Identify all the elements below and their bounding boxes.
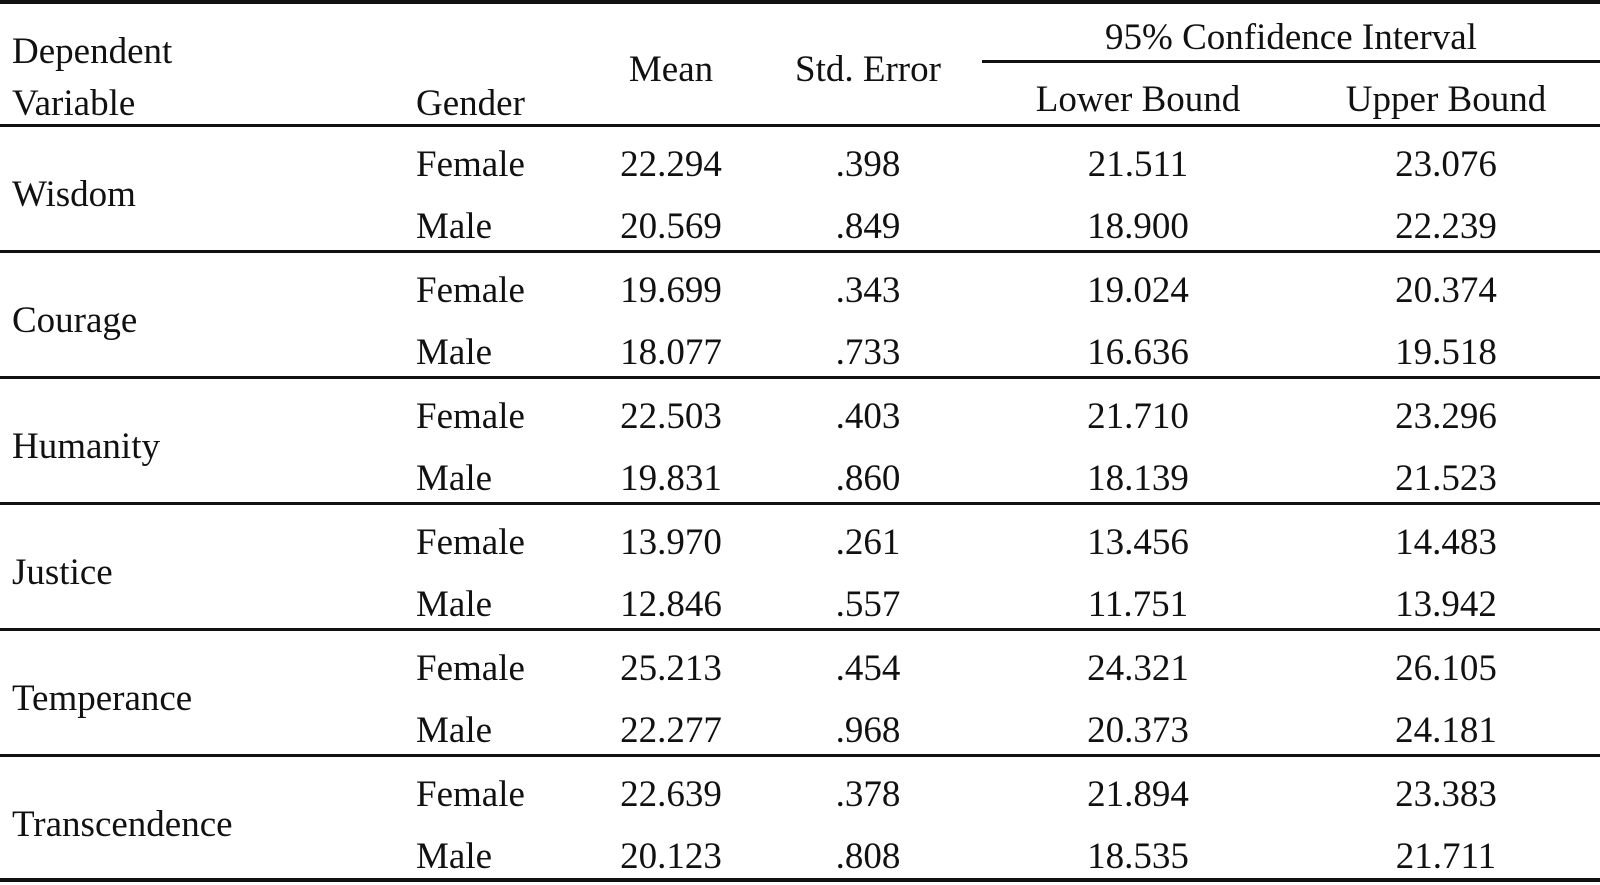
upper-bound-cell: 24.181: [1395, 710, 1497, 751]
mean-cell: 19.831: [620, 458, 722, 499]
gender-cell: Male: [416, 710, 493, 751]
std-error-cell: .849: [835, 206, 901, 247]
gender-cell: Male: [416, 458, 493, 499]
header-confidence-interval: 95% Confidence Interval: [1105, 17, 1477, 58]
lower-bound-cell: 18.900: [1087, 206, 1189, 247]
confidence-interval-rule: [982, 60, 1600, 63]
std-error-cell: .808: [835, 836, 901, 877]
std-error-cell: .860: [835, 458, 901, 499]
header-upper-bound: Upper Bound: [1345, 79, 1547, 120]
gender-cell: Female: [416, 396, 525, 437]
gender-cell: Male: [416, 206, 493, 247]
group-divider-rule: [0, 628, 1600, 631]
dependent-variable-name: Justice: [12, 552, 113, 593]
header-std-error: Std. Error: [795, 49, 941, 90]
dependent-variable-name: Courage: [12, 300, 138, 341]
mean-cell: 20.123: [620, 836, 722, 877]
upper-bound-cell: 13.942: [1395, 584, 1497, 625]
table-header-rule: [0, 124, 1600, 127]
lower-bound-cell: 16.636: [1087, 332, 1189, 373]
dependent-variable-name: Wisdom: [12, 174, 136, 215]
lower-bound-cell: 18.139: [1087, 458, 1189, 499]
upper-bound-cell: 23.383: [1395, 774, 1497, 815]
upper-bound-cell: 20.374: [1395, 270, 1497, 311]
mean-cell: 22.294: [620, 144, 722, 185]
lower-bound-cell: 20.373: [1087, 710, 1189, 751]
header-lower-bound: Lower Bound: [1035, 79, 1241, 120]
header-dependent-variable-line1: Dependent: [12, 31, 173, 72]
upper-bound-cell: 19.518: [1395, 332, 1497, 373]
gender-cell: Female: [416, 522, 525, 563]
upper-bound-cell: 22.239: [1395, 206, 1497, 247]
dependent-variable-name: Temperance: [12, 678, 193, 719]
dependent-variable-name: Transcendence: [12, 804, 233, 845]
std-error-cell: .403: [835, 396, 901, 437]
gender-cell: Male: [416, 584, 493, 625]
gender-cell: Female: [416, 648, 525, 689]
upper-bound-cell: 23.296: [1395, 396, 1497, 437]
upper-bound-cell: 21.523: [1395, 458, 1497, 499]
lower-bound-cell: 11.751: [1087, 584, 1189, 625]
std-error-cell: .454: [835, 648, 901, 689]
upper-bound-cell: 14.483: [1395, 522, 1497, 563]
header-gender: Gender: [416, 83, 525, 124]
std-error-cell: .378: [835, 774, 901, 815]
std-error-cell: .343: [835, 270, 901, 311]
std-error-cell: .261: [835, 522, 901, 563]
mean-cell: 22.503: [620, 396, 722, 437]
std-error-cell: .557: [835, 584, 901, 625]
gender-cell: Female: [416, 774, 525, 815]
std-error-cell: .398: [835, 144, 901, 185]
mean-cell: 20.569: [620, 206, 722, 247]
upper-bound-cell: 23.076: [1395, 144, 1497, 185]
table-top-rule: [0, 0, 1600, 4]
mean-cell: 22.639: [620, 774, 722, 815]
gender-cell: Male: [416, 836, 493, 877]
lower-bound-cell: 18.535: [1087, 836, 1189, 877]
mean-cell: 12.846: [620, 584, 722, 625]
table-bottom-rule: [0, 878, 1600, 882]
header-dependent-variable-line2: Variable: [12, 83, 136, 124]
std-error-cell: .968: [835, 710, 901, 751]
header-mean: Mean: [628, 49, 714, 90]
group-divider-rule: [0, 754, 1600, 757]
mean-cell: 19.699: [620, 270, 722, 311]
std-error-cell: .733: [835, 332, 901, 373]
dependent-variable-name: Humanity: [12, 426, 160, 467]
lower-bound-cell: 19.024: [1087, 270, 1189, 311]
gender-cell: Male: [416, 332, 493, 373]
mean-cell: 13.970: [620, 522, 722, 563]
lower-bound-cell: 21.710: [1087, 396, 1189, 437]
upper-bound-cell: 21.711: [1395, 836, 1497, 877]
upper-bound-cell: 26.105: [1395, 648, 1497, 689]
gender-cell: Female: [416, 144, 525, 185]
mean-cell: 22.277: [620, 710, 722, 751]
lower-bound-cell: 21.511: [1087, 144, 1189, 185]
lower-bound-cell: 21.894: [1087, 774, 1189, 815]
mean-cell: 18.077: [620, 332, 722, 373]
mean-cell: 25.213: [620, 648, 722, 689]
group-divider-rule: [0, 250, 1600, 253]
group-divider-rule: [0, 376, 1600, 379]
lower-bound-cell: 24.321: [1087, 648, 1189, 689]
lower-bound-cell: 13.456: [1087, 522, 1189, 563]
group-divider-rule: [0, 502, 1600, 505]
gender-cell: Female: [416, 270, 525, 311]
